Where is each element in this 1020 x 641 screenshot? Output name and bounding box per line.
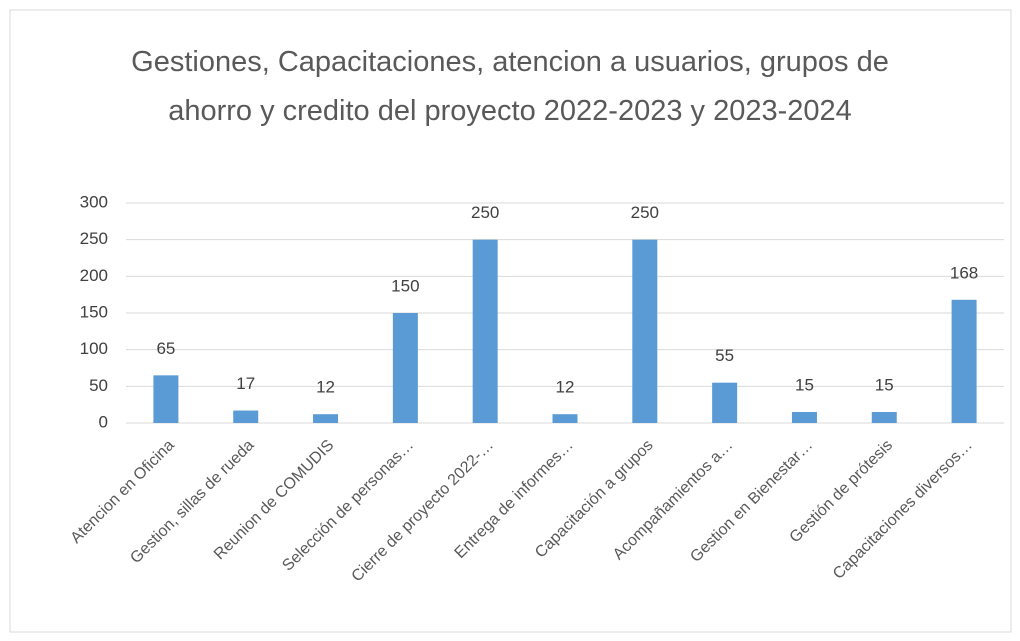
bar: [392, 313, 418, 423]
bar: [313, 414, 339, 423]
data-label: 15: [795, 375, 814, 394]
data-label: 15: [875, 375, 894, 394]
bar: [712, 382, 738, 423]
data-label: 250: [471, 203, 499, 222]
data-label: 17: [236, 374, 255, 393]
y-tick-label: 0: [99, 412, 108, 431]
data-label: 65: [156, 339, 175, 358]
data-label: 55: [715, 346, 734, 365]
y-tick-label: 100: [80, 339, 108, 358]
data-label: 250: [631, 203, 659, 222]
data-label: 150: [391, 276, 419, 295]
y-tick-label: 150: [80, 302, 108, 321]
bar: [233, 410, 259, 423]
chart-border: [9, 9, 1012, 633]
x-tick-label: Selección de personas…: [279, 437, 417, 575]
chart-title: Gestiones, Capacitaciones, atencion a us…: [131, 46, 889, 127]
data-label: 12: [316, 378, 335, 397]
data-label: 168: [950, 263, 978, 282]
bar: [632, 239, 658, 423]
y-tick-label: 300: [80, 192, 108, 211]
y-tick-label: 200: [80, 266, 108, 285]
bar: [951, 299, 977, 423]
x-tick-label: Capacitaciones diversos…: [830, 437, 976, 583]
bar: [552, 414, 578, 423]
bar: [871, 412, 897, 423]
data-label: 12: [556, 378, 575, 397]
bar: [153, 375, 179, 423]
x-tick-label: Cierre de proyecto 2022-…: [349, 437, 497, 585]
y-tick-label: 50: [89, 376, 108, 395]
bar: [472, 239, 498, 423]
y-tick-label: 250: [80, 229, 108, 248]
bar: [791, 412, 817, 423]
